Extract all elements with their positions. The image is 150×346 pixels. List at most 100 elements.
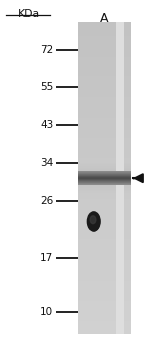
Bar (116, 152, 124, 153)
Bar (78, 293, 131, 294)
Bar (78, 182, 131, 183)
Bar (116, 311, 124, 313)
Bar (116, 65, 124, 67)
Bar (78, 46, 131, 47)
Bar (78, 295, 131, 297)
Bar (116, 125, 124, 126)
Bar (116, 136, 124, 138)
Bar (78, 26, 131, 28)
Bar (116, 247, 124, 249)
Bar (78, 204, 131, 206)
Bar (78, 117, 131, 119)
Bar (78, 310, 131, 312)
Bar (78, 196, 131, 198)
Bar (116, 163, 124, 165)
Bar (78, 290, 131, 291)
Bar (78, 225, 131, 227)
Bar (116, 45, 124, 46)
Bar (78, 71, 131, 72)
Bar (116, 248, 124, 250)
Bar (78, 101, 131, 102)
Ellipse shape (91, 221, 97, 231)
Bar (78, 174, 131, 175)
Bar (116, 89, 124, 91)
Bar (78, 323, 131, 325)
Bar (78, 322, 131, 324)
Bar (116, 188, 124, 190)
Bar (116, 213, 124, 215)
Bar (116, 134, 124, 136)
Bar (116, 82, 124, 84)
Bar (116, 239, 124, 240)
Bar (78, 105, 131, 107)
Bar (78, 173, 131, 174)
Bar (78, 238, 131, 239)
Bar (116, 297, 124, 299)
Bar (78, 33, 131, 35)
Bar (78, 166, 131, 168)
Bar (116, 262, 124, 263)
Bar (116, 245, 124, 247)
Bar (78, 90, 131, 92)
Bar (116, 190, 124, 192)
Bar (116, 275, 124, 277)
Bar (78, 116, 131, 118)
Bar (78, 29, 131, 31)
Text: KDa: KDa (17, 9, 40, 19)
Bar (78, 159, 131, 161)
Bar (78, 147, 131, 149)
Bar (116, 176, 124, 178)
Bar (116, 55, 124, 57)
Bar (78, 42, 131, 43)
Bar (78, 119, 131, 121)
Bar (116, 189, 124, 191)
Bar (116, 229, 124, 231)
Bar (116, 90, 124, 92)
Bar (78, 268, 131, 270)
Bar (116, 84, 124, 86)
Bar (116, 44, 124, 45)
Bar (78, 197, 131, 199)
Bar (78, 176, 131, 177)
Bar (116, 317, 124, 318)
Bar (116, 58, 124, 60)
Bar (116, 226, 124, 228)
Bar (78, 109, 131, 111)
Bar (116, 206, 124, 207)
Bar (116, 151, 124, 152)
Bar (116, 263, 124, 264)
Bar (78, 246, 131, 248)
Bar (116, 139, 124, 141)
Bar (78, 136, 131, 138)
Bar (78, 320, 131, 321)
Bar (78, 228, 131, 230)
Bar (116, 109, 124, 111)
Bar (78, 252, 131, 254)
Bar (78, 325, 131, 327)
Bar (116, 23, 124, 25)
Bar (78, 309, 131, 311)
Bar (78, 179, 131, 180)
Bar (116, 218, 124, 220)
Bar (116, 162, 124, 164)
Bar (116, 33, 124, 35)
Bar (116, 40, 124, 42)
Bar (116, 166, 124, 168)
Bar (116, 321, 124, 322)
Bar (116, 240, 124, 242)
Bar (78, 317, 131, 318)
Bar (78, 102, 131, 103)
Bar (116, 324, 124, 326)
Bar (116, 234, 124, 235)
Bar (78, 203, 131, 205)
Bar (78, 234, 131, 235)
Bar (78, 73, 131, 74)
Bar (78, 183, 131, 184)
Bar (78, 328, 131, 330)
Bar (78, 221, 131, 223)
Bar (116, 301, 124, 303)
Bar (78, 149, 131, 151)
Bar (116, 327, 124, 329)
Bar (78, 307, 131, 309)
Bar (78, 79, 131, 81)
